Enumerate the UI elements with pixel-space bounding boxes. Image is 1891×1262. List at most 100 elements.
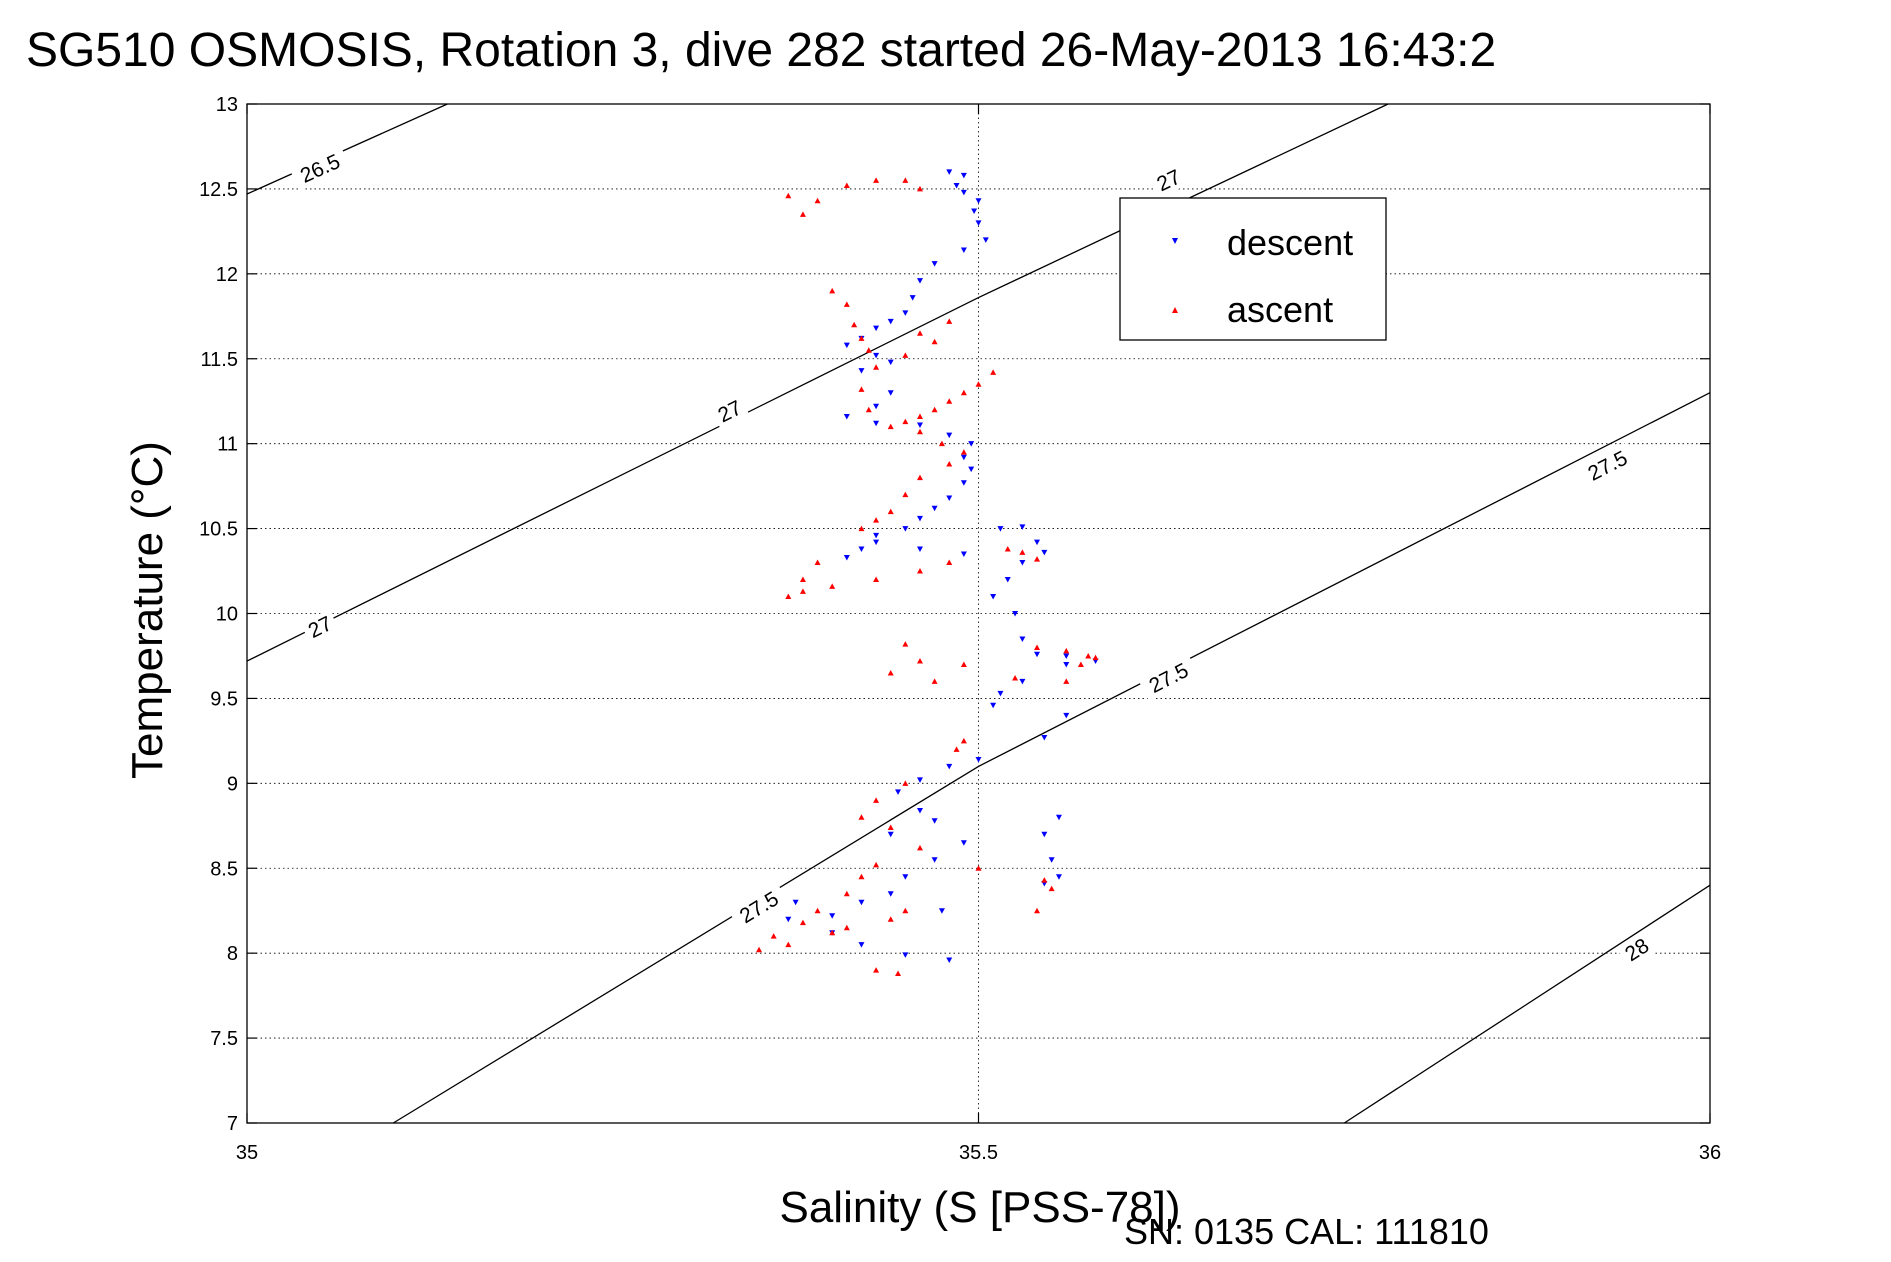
- ascent-point: [785, 941, 792, 948]
- descent-point: [873, 420, 880, 427]
- ascent-point: [814, 907, 821, 914]
- ascent-point: [1063, 678, 1070, 684]
- y-tick-label: 9.5: [210, 688, 238, 710]
- descent-point: [916, 808, 923, 814]
- ascent-point: [799, 919, 806, 926]
- isopycnal-label-bg: [1577, 442, 1638, 490]
- ascent-point: [931, 338, 938, 345]
- ascent-point: [946, 398, 953, 404]
- ascent-point: [814, 197, 821, 204]
- isopycnal-line: [246, 103, 448, 195]
- ascent-point: [887, 423, 894, 430]
- legend-descent-marker: [1172, 238, 1178, 244]
- ascent-point: [931, 406, 938, 413]
- descent-point: [975, 757, 982, 763]
- ascent-point: [916, 658, 923, 664]
- ascent-point: [873, 177, 880, 183]
- ascent-point: [1019, 549, 1026, 555]
- descent-point: [960, 840, 967, 846]
- ascent-point: [1092, 654, 1099, 661]
- y-tick-label: 10.5: [199, 519, 238, 541]
- y-tick-label: 12: [216, 264, 238, 286]
- ascent-point: [858, 873, 865, 880]
- legend-ascent-marker: [1172, 307, 1178, 313]
- isopycnal-label-bg: [710, 393, 750, 430]
- ascent-point: [843, 924, 850, 931]
- isopycnal-label-bg: [300, 609, 340, 645]
- ascent-point: [916, 330, 923, 336]
- ascent-point: [887, 508, 894, 515]
- ascent-point: [902, 352, 909, 358]
- y-tick-label: 10: [216, 604, 238, 626]
- descent-point: [887, 390, 894, 396]
- descent-point: [873, 532, 880, 539]
- ascent-point: [887, 916, 894, 922]
- x-tick-label: 35.5: [959, 1142, 998, 1164]
- ascent-point: [916, 844, 923, 851]
- isopycnal-line: [1343, 884, 1711, 1124]
- descent-point: [895, 789, 902, 795]
- descent-point: [990, 702, 997, 709]
- ascent-point: [799, 588, 806, 594]
- descent-point: [1063, 653, 1070, 659]
- isopycnal-line: [246, 103, 1389, 662]
- descent-point: [843, 413, 850, 420]
- data-points: [756, 169, 1099, 977]
- ascent-point: [916, 428, 923, 435]
- y-tick-label: 13: [216, 94, 238, 116]
- ascent-point: [858, 386, 865, 392]
- x-tick-label: 35: [236, 1142, 258, 1164]
- axis-ticks: 7 7.5 8 8.5 9 9.5 10 10.5 11 11.5 12 12.5 13 35 35.5 36: [199, 94, 1721, 1164]
- ascent-point: [960, 449, 967, 455]
- descent-point: [960, 189, 967, 196]
- descent-point: [858, 942, 865, 948]
- descent-point: [960, 551, 967, 558]
- descent-point: [909, 295, 916, 301]
- descent-point: [946, 957, 953, 963]
- descent-point: [997, 690, 1004, 697]
- descent-point: [873, 403, 880, 410]
- descent-point: [1063, 661, 1070, 668]
- ascent-point: [887, 669, 894, 676]
- descent-point: [902, 526, 909, 532]
- descent-point: [902, 874, 909, 880]
- descent-point: [1041, 831, 1048, 838]
- ascent-point: [902, 907, 909, 914]
- descent-point: [975, 220, 982, 226]
- ascent-point: [1077, 661, 1084, 667]
- serial-calibration-text: SN: 0135 CAL: 111810: [1124, 1211, 1489, 1252]
- ascent-point: [902, 780, 909, 786]
- ascent-point: [960, 661, 967, 667]
- descent-point: [1019, 636, 1026, 642]
- ascent-point: [799, 576, 806, 583]
- y-tick-label: 11: [217, 434, 238, 456]
- isopycnal-line: [392, 392, 1711, 1124]
- descent-point: [946, 763, 953, 770]
- ascent-point: [865, 347, 872, 353]
- ascent-point: [975, 381, 982, 387]
- descent-point: [858, 368, 865, 374]
- ascent-point: [887, 824, 894, 830]
- descent-point: [931, 505, 938, 512]
- descent-point: [916, 777, 923, 783]
- descent-point: [1019, 524, 1026, 530]
- ascent-point: [873, 576, 880, 583]
- descent-point: [1041, 734, 1048, 741]
- ascent-point: [1041, 877, 1048, 883]
- descent-point: [990, 594, 997, 600]
- descent-point: [843, 554, 850, 561]
- ascent-point: [843, 182, 850, 189]
- ascent-point: [829, 287, 836, 294]
- descent-point: [960, 480, 967, 486]
- ascent-point: [858, 335, 865, 341]
- descent-point: [931, 261, 938, 267]
- ascent-point: [851, 321, 858, 328]
- ascent-point: [1063, 647, 1070, 654]
- ascent-point: [873, 797, 880, 803]
- chart-title: SG510 OSMOSIS, Rotation 3, dive 282 star…: [26, 24, 1496, 77]
- descent-point: [902, 952, 909, 958]
- ascent-point: [953, 746, 960, 752]
- descent-point: [843, 342, 850, 349]
- ascent-point: [756, 946, 763, 953]
